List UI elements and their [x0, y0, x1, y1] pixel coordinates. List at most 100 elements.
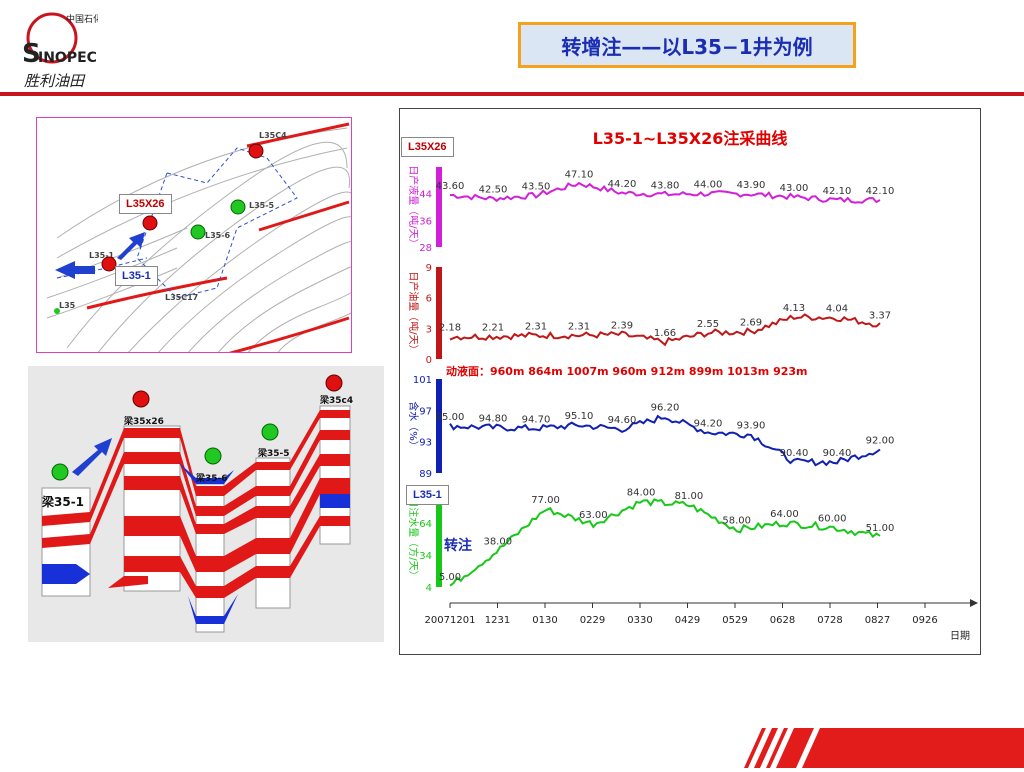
series-line-daily_liquid: [449, 181, 881, 204]
map-callout-l35-1: L35-1: [115, 266, 158, 286]
y-tick-label: 6: [426, 294, 432, 305]
well-marker-injector: [190, 224, 206, 240]
data-label: 2.31: [525, 321, 547, 332]
data-label: 93.90: [737, 421, 766, 432]
y-tick-label: 0: [426, 355, 432, 366]
data-label: 90.40: [780, 448, 809, 459]
data-label: 81.00: [675, 491, 704, 502]
map-label-l35: L35: [59, 301, 76, 310]
data-label: 42.10: [866, 186, 895, 197]
data-label: 51.00: [866, 523, 895, 534]
x-tick-label: 0229: [580, 615, 605, 626]
data-label: 94.20: [694, 418, 723, 429]
sand-layers: [42, 410, 350, 598]
fault-lines: [86, 122, 350, 352]
svg-text:胜利油田: 胜利油田: [24, 72, 86, 90]
x-tick-label: 1231: [485, 615, 510, 626]
axis-bar-daily_water_injection: [436, 491, 442, 587]
data-label: 2.55: [697, 319, 719, 330]
x-tick-label: 0130: [532, 615, 557, 626]
stratigraphic-section: 梁35-1 梁35x26 梁35-6 梁35-5 梁35c4: [28, 366, 384, 642]
data-label: 43.60: [436, 181, 465, 192]
y-tick-label: 101: [413, 375, 432, 386]
x-axis-label: 日期: [950, 630, 970, 642]
y-tick-label: 9: [426, 263, 432, 274]
data-label: 95.10: [565, 411, 594, 422]
data-label: 5.00: [439, 572, 461, 583]
section-well-label: 梁35-1: [41, 494, 84, 509]
y-axis-label: 日注水量（方/天）: [407, 497, 420, 580]
chart-title: L35-1~L35X26注采曲线: [593, 129, 788, 148]
well-location-map: L35C4 L35-5 L35-6 L35-1 L35C17 L35 L35X2…: [36, 117, 352, 353]
data-label: 77.00: [531, 495, 560, 506]
data-label: 4.04: [826, 304, 848, 315]
x-tick-label: 0529: [722, 615, 747, 626]
data-label: 1.66: [654, 328, 676, 339]
data-label: 43.50: [522, 181, 551, 192]
y-tick-label: 3: [426, 324, 432, 335]
y-tick-label: 97: [419, 406, 432, 417]
well-marker-small: [54, 308, 60, 314]
map-label-l35c17: L35C17: [165, 293, 198, 302]
well-marker-producer: [248, 143, 264, 159]
data-label: 94.70: [522, 414, 551, 425]
data-label: 95.00: [436, 412, 465, 423]
y-tick-label: 36: [419, 216, 432, 227]
data-label: 92.00: [866, 436, 895, 447]
flow-arrow-icon: [72, 438, 112, 476]
data-label: 38.00: [483, 537, 512, 548]
data-label: 2.31: [568, 321, 590, 332]
injection-start-annotation: 转注: [444, 537, 472, 554]
data-label: 47.10: [565, 169, 594, 180]
well-marker-injector: [230, 199, 246, 215]
y-tick-label: 44: [419, 190, 432, 201]
y-tick-label: 64: [419, 519, 432, 530]
slide-title-box: 转增注——以L35−1井为例: [518, 22, 856, 68]
section-well-label: 梁35-6: [195, 472, 228, 484]
data-label: 63.00: [579, 510, 608, 521]
x-tick-label: 0429: [675, 615, 700, 626]
y-tick-label: 34: [419, 551, 432, 562]
data-label: 64.00: [770, 509, 799, 520]
x-tick-label: 0330: [627, 615, 652, 626]
section-well-label: 梁35c4: [319, 394, 353, 406]
well-marker-producer: [142, 215, 158, 231]
decorative-stripes: [736, 728, 1024, 768]
data-label: 42.50: [479, 185, 508, 196]
data-label: 3.37: [869, 311, 891, 322]
injection-production-chart: L35-1~L35X26注采曲线 28 36 44 日产液量（吨/天） 43.60 42.5…: [399, 108, 981, 655]
data-label: 58.00: [722, 515, 751, 526]
y-tick-label: 4: [426, 583, 432, 594]
y-axis-label: 日产油量（吨/天）: [407, 271, 420, 354]
flow-arrow-icon: [55, 261, 95, 279]
data-label: 43.00: [780, 183, 809, 194]
x-tick-label: 0728: [817, 615, 842, 626]
sinopec-logo: 中国石化 S INOPEC 胜利油田: [18, 4, 102, 90]
x-tick-label: 0926: [912, 615, 937, 626]
x-axis-arrow-icon: [970, 599, 978, 607]
x-tick-label: 20071201: [425, 615, 476, 626]
data-label: 94.60: [608, 415, 637, 426]
x-tick-label: 0628: [770, 615, 795, 626]
y-tick-label: 89: [419, 469, 432, 480]
y-tick-label: 28: [419, 243, 432, 254]
map-label-l35-1: L35-1: [89, 251, 115, 260]
data-label: 2.18: [439, 323, 461, 334]
well-marker-injector: [261, 423, 279, 441]
map-callout-l35x26: L35X26: [119, 194, 172, 214]
svg-text:S: S: [22, 39, 41, 69]
y-tick-label: 93: [419, 438, 432, 449]
axis-bar-daily_liquid: [436, 167, 442, 247]
well-marker-injector: [51, 463, 69, 481]
section-well-label: 梁35-5: [257, 447, 290, 459]
data-label: 44.00: [694, 180, 723, 191]
map-label-l35-6: L35-6: [205, 231, 231, 240]
series-line-daily_oil: [449, 313, 881, 347]
well-marker-producer: [101, 256, 117, 272]
axis-bar-water_cut: [436, 379, 442, 473]
x-tick-label: 0827: [865, 615, 890, 626]
data-label: 84.00: [627, 488, 656, 499]
map-label-l35-5: L35-5: [249, 201, 275, 210]
map-label-l35c4: L35C4: [259, 131, 287, 140]
data-label: 42.10: [823, 186, 852, 197]
